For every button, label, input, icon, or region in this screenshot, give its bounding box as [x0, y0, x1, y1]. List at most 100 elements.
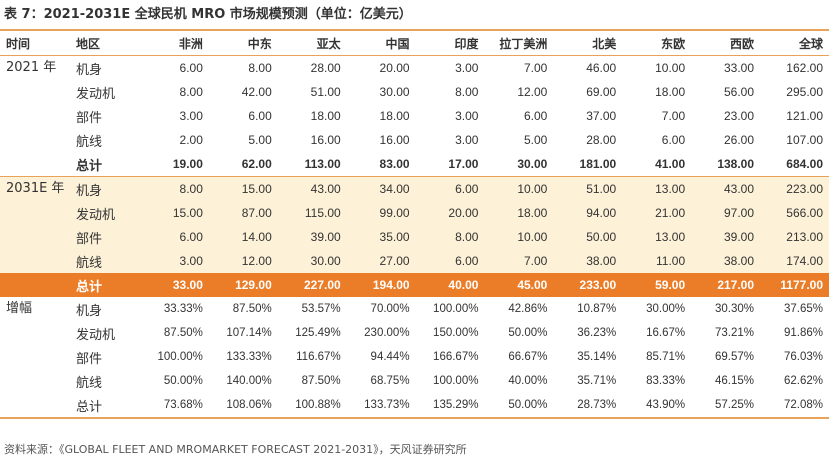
header-row: 时间 地区 非洲 中东 亚太 中国 印度 拉丁美洲 北美 东欧 西欧 全球: [0, 31, 829, 56]
table-row: 总计 19.00 62.00 113.00 83.00 17.00 30.00 181.00 4…: [0, 152, 829, 177]
value-cell: 8.00: [415, 225, 485, 249]
value-cell: 115.00: [277, 201, 347, 225]
table-row: 航线 3.00 12.00 30.00 27.00 6.00 7.00 38.00 11.00 3…: [0, 249, 829, 273]
value-cell: 39.00: [691, 225, 761, 249]
table-row: 发动机 87.50% 107.14% 125.49% 230.00% 150.00% 50.…: [0, 321, 829, 345]
value-cell: 113.00: [277, 152, 347, 177]
value-cell: 8.00: [455, 85, 479, 99]
table-row: 航线 50.00% 140.00% 87.50% 68.75% 100.00% 40.00%…: [0, 369, 829, 393]
value-cell: 99.00: [346, 201, 416, 225]
header-region: 地区: [70, 31, 140, 56]
value-cell: 3.00: [455, 109, 479, 123]
value-cell: 42.86%: [508, 303, 548, 315]
value-cell: 100.00%: [433, 303, 479, 315]
value-cell: 46.00: [586, 61, 617, 75]
header-region-name: 中东: [208, 31, 278, 56]
row-item-label: 发动机: [70, 201, 140, 225]
value-cell: 62.62%: [783, 375, 823, 387]
value-cell: 133.33%: [226, 351, 272, 363]
value-cell: 12.00: [208, 249, 278, 273]
value-cell: 18.00: [655, 85, 686, 99]
value-cell: 223.00: [760, 176, 829, 201]
group-label-blank: [0, 201, 70, 225]
value-cell: 56.00: [723, 85, 755, 99]
value-cell: 33.33%: [163, 303, 203, 315]
value-cell: 26.00: [723, 133, 755, 147]
value-cell: 50.00%: [163, 375, 203, 387]
value-cell: 85.71%: [646, 351, 686, 363]
value-cell: 129.00: [208, 273, 278, 297]
value-cell: 38.00: [691, 249, 761, 273]
value-cell: 59.00: [622, 273, 692, 297]
header-time: 时间: [0, 31, 70, 56]
value-cell: 15.00: [140, 201, 209, 225]
value-cell: 108.06%: [208, 393, 278, 419]
header-region-name: 北美: [553, 31, 623, 56]
value-cell: 100.00%: [433, 375, 479, 387]
value-cell: 69.57%: [715, 351, 755, 363]
value-cell: 566.00: [760, 201, 829, 225]
value-cell: 34.00: [346, 176, 416, 201]
value-cell: 2.00: [179, 133, 203, 147]
value-cell: 50.00: [553, 225, 623, 249]
value-cell: 3.00: [455, 61, 479, 75]
value-cell: 3.00: [140, 249, 209, 273]
value-cell: 57.25%: [691, 393, 761, 419]
group-label-blank: [0, 273, 70, 297]
value-cell: 91.86%: [783, 327, 823, 339]
table-title: 表 7：2021-2031E 全球民机 MRO 市场规模预测（单位：亿美元）: [4, 7, 412, 22]
value-cell: 15.00: [208, 176, 278, 201]
value-cell: 73.68%: [140, 393, 209, 419]
value-cell: 100.00%: [157, 351, 203, 363]
value-cell: 12.00: [517, 85, 548, 99]
value-cell: 68.75%: [370, 375, 410, 387]
value-cell: 35.00: [346, 225, 416, 249]
value-cell: 28.00: [310, 61, 341, 75]
row-item-label: 航线: [76, 375, 103, 391]
mro-forecast-table: 时间 地区 非洲 中东 亚太 中国 印度 拉丁美洲 北美 东欧 西欧 全球 20…: [0, 31, 829, 419]
value-cell: 30.00: [379, 85, 410, 99]
value-cell: 14.00: [208, 225, 278, 249]
value-cell: 3.00: [179, 109, 203, 123]
row-item-label: 总计: [70, 393, 140, 419]
row-item-label: 机身: [70, 176, 140, 201]
value-cell: 30.30%: [715, 303, 755, 315]
top-rule: [0, 29, 829, 31]
value-cell: 87.50%: [232, 303, 272, 315]
group-label-blank: [0, 104, 70, 128]
value-cell: 43.00: [691, 176, 761, 201]
table-row: 增幅 机身 33.33% 87.50% 53.57% 70.00% 100.00% 42.86…: [0, 297, 829, 321]
value-cell: 10.00: [655, 61, 686, 75]
value-cell: 83.33%: [646, 375, 686, 387]
value-cell: 97.00: [691, 201, 761, 225]
row-item-label: 总计: [70, 273, 140, 297]
value-cell: 94.44%: [370, 351, 410, 363]
value-cell: 140.00%: [226, 375, 272, 387]
value-cell: 28.73%: [553, 393, 623, 419]
value-cell: 38.00: [553, 249, 623, 273]
value-cell: 18.00: [379, 109, 410, 123]
value-cell: 150.00%: [433, 327, 479, 339]
value-cell: 40.00%: [508, 375, 548, 387]
value-cell: 62.00: [208, 152, 278, 177]
table-row: 总计 73.68% 108.06% 100.88% 133.73% 135.29% 50.0…: [0, 393, 829, 419]
value-cell: 135.29%: [415, 393, 485, 419]
header-region-name: 非洲: [140, 31, 209, 56]
value-cell: 42.00: [241, 85, 272, 99]
value-cell: 40.00: [415, 273, 485, 297]
table-row: 部件 100.00% 133.33% 116.67% 94.44% 166.67% 66.6…: [0, 345, 829, 369]
value-cell: 18.00: [310, 109, 341, 123]
group-label-blank: [0, 152, 70, 177]
value-cell: 45.00: [484, 273, 554, 297]
row-item-label: 机身: [76, 303, 103, 319]
value-cell: 19.00: [140, 152, 209, 177]
value-cell: 87.50%: [301, 375, 341, 387]
value-cell: 70.00%: [370, 303, 410, 315]
value-cell: 21.00: [622, 201, 692, 225]
group-label-blank: [0, 345, 70, 369]
group-label-blank: [0, 80, 70, 104]
value-cell: 233.00: [553, 273, 623, 297]
value-cell: 36.23%: [577, 327, 617, 339]
value-cell: 6.00: [179, 61, 203, 75]
row-item-label: 发动机: [76, 327, 116, 343]
